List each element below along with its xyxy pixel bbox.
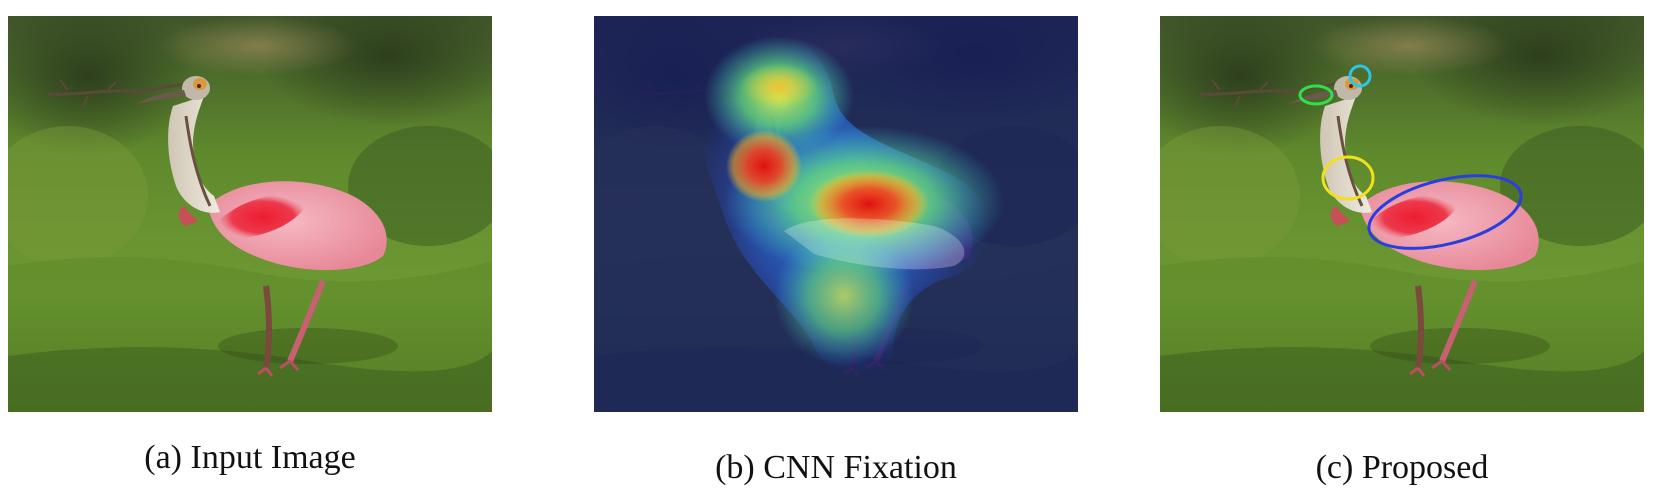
caption-proposed: (c) Proposed [1315,449,1489,486]
ellipse-beak-green [1298,84,1334,106]
caption-cnn-fixation: (b) CNN Fixation [715,449,957,486]
ellipse-eye-cyan [1348,64,1372,88]
panel-cnn-fixation: (b) CNN Fixation [594,0,1078,500]
panel-input-image: (a) Input Image [8,0,492,500]
caption-input-image: (a) Input Image [144,439,356,476]
panel-proposed: (c) Proposed [1160,0,1644,500]
heatmap-overlay [594,16,1078,412]
input-photo [8,16,492,412]
ellipse-neck-yellow [1321,155,1375,201]
annotated-photo [1160,16,1644,412]
ellipse-wing-blue [1367,174,1523,250]
